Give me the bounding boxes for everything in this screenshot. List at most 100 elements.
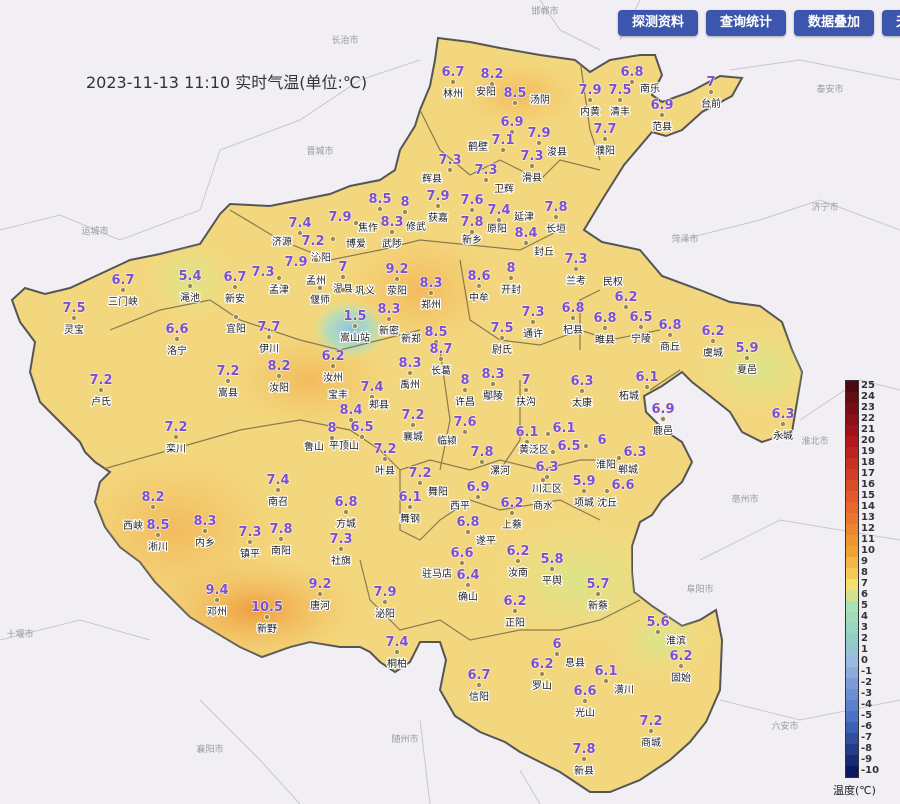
station[interactable]: 偃师 [309,284,331,307]
station-dot[interactable] [644,383,651,390]
station[interactable]: 7.2 叶县 [373,441,397,478]
station-dot[interactable] [623,303,630,310]
station-dot[interactable] [474,493,481,500]
station-dot[interactable] [213,597,220,604]
station-dot[interactable] [499,146,506,153]
station-dot[interactable] [489,380,496,387]
station-dot[interactable] [468,228,475,235]
station-dot[interactable] [437,355,444,362]
station-dot[interactable] [154,532,161,539]
station[interactable]: 7.3 通许 [521,304,545,341]
station-dot[interactable] [406,503,413,510]
station[interactable]: 8.4 宝丰 [327,387,363,423]
station-dot[interactable] [173,335,180,342]
station-dot[interactable] [582,698,589,705]
station-dot[interactable] [427,289,434,296]
station[interactable]: 8 修武 [400,194,427,234]
station-dot[interactable] [638,323,645,330]
station-dot[interactable] [498,334,505,341]
station[interactable]: 7.1鹤壁 [467,132,515,154]
station-dot[interactable] [488,81,495,88]
station[interactable]: 6.6 光山 [573,683,597,720]
station[interactable]: 6.3 郸城 [616,444,647,477]
station-dot[interactable] [602,135,609,142]
query-statistics-button[interactable]: 查询统计 [706,10,787,36]
station-dot[interactable] [648,728,655,735]
station[interactable]: 6.1 柘城 [618,369,659,403]
station-dot[interactable] [523,386,530,393]
weather-button[interactable]: 天 [882,10,900,36]
station-dot[interactable] [224,377,231,384]
station[interactable]: 8.2 汝阳 [267,358,291,395]
station-dot[interactable] [553,213,560,220]
station[interactable]: 6.8 南乐 [620,64,661,96]
station-dot[interactable] [524,438,531,445]
station-dot[interactable] [339,286,346,293]
station-dot[interactable] [246,539,253,546]
station-dot[interactable] [464,529,471,536]
station-dot[interactable] [296,229,303,236]
station[interactable]: 9.2 荥阳 [385,261,409,298]
station-dot[interactable] [232,313,239,320]
station[interactable]: 8.3 内乡 [193,513,217,550]
station-dot[interactable] [275,372,282,379]
station-dot[interactable] [406,369,413,376]
station[interactable]: 7.9 获嘉 [426,188,450,225]
station[interactable]: 6.3 太康 [570,373,594,410]
station[interactable]: 商水 [532,476,554,513]
station-dot[interactable] [573,265,580,272]
station-dot[interactable] [381,599,388,606]
station-dot[interactable] [275,274,282,281]
station[interactable]: 5.9 夏邑 [735,340,759,377]
station[interactable]: 6.5 [550,438,581,455]
station[interactable]: 8.5新郑 [400,324,448,346]
station[interactable]: 6.9 [500,114,524,135]
station[interactable]: 6.1 舞钢 [398,489,422,526]
station-dot[interactable] [149,503,156,510]
station[interactable]: 7.2 栾川 [164,419,188,456]
station[interactable]: 5.9 项城 [572,473,596,510]
station-dot[interactable] [337,546,344,553]
station[interactable]: 6.2 民权 [602,274,638,310]
station[interactable]: 7.9 泌阳 [373,584,397,621]
station[interactable]: 7.4 桐柏 [385,634,409,671]
observation-data-button[interactable]: 探测资料 [618,10,699,36]
station[interactable]: 7.6 新乡 [460,192,484,247]
station-dot[interactable] [274,486,281,493]
station[interactable]: 6.7 新安 [223,269,247,306]
station[interactable]: 8.6 中牟 [467,268,491,305]
station-dot[interactable] [342,508,349,515]
station[interactable]: 7.3 辉县 [421,152,462,186]
station[interactable]: 7.4 济源 [271,215,312,249]
station[interactable]: 8.5 焦作 [357,191,392,235]
station[interactable]: 6.7 三门峡 [107,272,139,309]
station[interactable]: 8.3 郑州 [419,275,443,312]
station-dot[interactable] [512,100,519,107]
station-dot[interactable] [508,128,515,135]
station-dot[interactable] [385,315,392,322]
station[interactable]: 7.9 内黄 [578,82,602,119]
station-dot[interactable] [277,536,284,543]
station-dot[interactable] [464,582,471,589]
station[interactable]: 7.8 原阳 [460,214,508,236]
station-dot[interactable] [512,608,519,615]
station[interactable]: 6.6 沈丘 [596,477,635,510]
station-dot[interactable] [475,682,482,689]
station[interactable]: 5.4 渑池 [178,268,202,305]
station-dot[interactable] [393,275,400,282]
station-dot[interactable] [416,479,423,486]
station[interactable]: 7 台前 [700,74,722,111]
station-dot[interactable] [529,162,536,169]
station-dot[interactable] [659,112,666,119]
station-dot[interactable] [98,386,105,393]
station[interactable]: 6.6 洛宁 [165,321,189,358]
station[interactable]: 7.2 舞阳 [408,465,449,499]
station-dot[interactable] [352,219,359,226]
station-dot[interactable] [581,756,588,763]
station[interactable]: 8.3 鄢陵 [481,366,505,403]
station[interactable]: 7.5 尉氏 [490,320,514,357]
station[interactable]: 8.7 长葛 [429,341,453,378]
station[interactable]: 6.8 遂平 [456,514,497,548]
station[interactable]: 9.2 唐河 [308,576,332,613]
station-dot[interactable] [655,629,662,636]
